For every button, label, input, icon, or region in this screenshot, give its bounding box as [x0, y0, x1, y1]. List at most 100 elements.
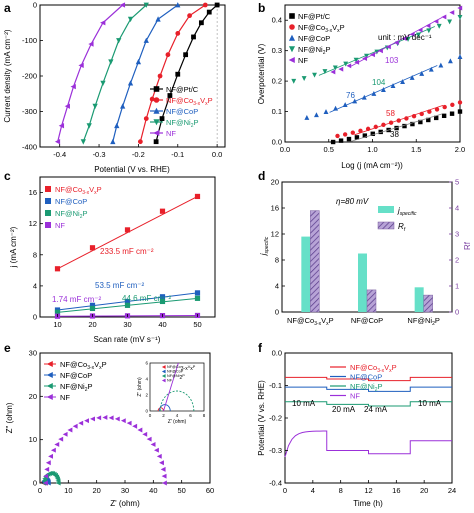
panel-c-capacitance-label: 53.5 mF cm⁻²	[95, 281, 144, 290]
panel-c-x-axis-label: Scan rate (mV s⁻¹)	[94, 335, 161, 344]
panel-b-data-point	[457, 14, 463, 20]
panel-f-y-tick-label: 0.0	[272, 349, 282, 358]
panel-e-legend-label: NF@Ni2P	[60, 382, 93, 393]
panel-a-y-tick-label: -300	[22, 107, 37, 116]
panel-a-data-point	[143, 2, 149, 8]
panel-b-tafel-fit-line	[350, 113, 443, 142]
panel-b-data-point	[346, 63, 352, 69]
panel-d-right-y-tick-label: 5	[455, 178, 459, 187]
panel-c-data-point	[89, 245, 96, 251]
panel-a-data-point	[183, 52, 189, 58]
panel-e-inset-y-tick-label: 0	[145, 409, 148, 414]
panel-e-data-point	[45, 460, 51, 466]
panel-d-y-left-label: jspecific	[259, 236, 270, 256]
panel-f-series-line	[285, 386, 452, 392]
panel-c-x-tick-label: 10	[53, 320, 61, 329]
panel-e-data-point	[114, 416, 120, 422]
panel-a-data-point	[100, 80, 106, 86]
panel-b-data-point	[409, 75, 415, 80]
panel-a-data-point	[165, 52, 171, 58]
panel-label-f: f	[258, 341, 263, 355]
panel-b-x-tick-label: 0.0	[280, 145, 290, 154]
panel-a-data-point	[78, 62, 84, 68]
panel-b-data-point	[313, 112, 319, 118]
panel-b-legend-marker	[289, 13, 295, 19]
panel-f-step-label: 10 mA	[418, 399, 442, 408]
panel-c-data-point	[159, 208, 166, 214]
panel-b-data-point	[304, 114, 310, 120]
panel-f-stability: 0 4 8 12 16 20 24 -0.4 -0.3 -0.2 -0.1 0.0 10 mA 20 m…	[257, 349, 456, 509]
panel-c-legend-marker	[45, 209, 52, 216]
panel-b-data-point	[436, 23, 442, 29]
panel-e-inset-legend-label: NF	[167, 379, 173, 383]
panel-e-inset-x-tick-label: 0	[149, 413, 152, 418]
panel-e-data-point	[108, 415, 114, 421]
panel-b-legend-label: NF@Ni2P	[298, 45, 331, 56]
panel-a-series-line	[112, 4, 179, 142]
panel-a-data-point	[110, 138, 116, 145]
panel-a-data-point	[114, 122, 120, 129]
panel-d-right-y-tick-label: 4	[455, 204, 459, 213]
panel-a-data-point	[175, 2, 181, 8]
panel-b-y-axis-label: Overpotential (V)	[257, 43, 266, 104]
panel-e-data-point	[161, 480, 167, 486]
panel-b-data-point	[449, 111, 455, 116]
panel-label-a: a	[4, 1, 11, 15]
panel-f-x-tick-label: 20	[420, 486, 428, 495]
panel-c-legend-label: NF@Co3-xVxP	[55, 185, 102, 196]
panel-d-y-tick-label: 20	[271, 178, 279, 187]
panel-e-y-axis-label: Z" (ohm)	[5, 402, 14, 433]
panel-c-y-tick-label: 0	[33, 313, 37, 322]
panel-e-x-tick-label: 40	[149, 486, 157, 495]
panel-b-data-point	[330, 139, 336, 145]
panel-e-legend-label: NF@CoP	[60, 371, 92, 380]
panel-d-category-label: NF@Co3-xVxP	[287, 316, 334, 327]
panel-e-data-point	[154, 447, 159, 453]
panel-c-legend-marker	[45, 221, 52, 228]
panel-e-data-point	[120, 418, 126, 424]
panel-c-legend-label: NF	[55, 221, 65, 230]
panel-a-data-point	[187, 13, 192, 19]
panel-b-x-tick-label: 1.5	[411, 145, 421, 154]
panel-b-data-point	[323, 109, 329, 114]
panel-d-bar-j-specific	[358, 253, 367, 312]
panel-c-capacitance-label: 44.6 mF cm⁻²	[122, 294, 171, 303]
panel-a-legend-marker	[153, 86, 160, 92]
panel-f-legend-label: NF@Ni2P	[350, 382, 383, 393]
panel-b-data-point	[312, 72, 317, 78]
panel-e-data-point	[161, 473, 167, 479]
panel-a-series-line	[139, 4, 206, 142]
panel-f-legend-label: NF@Co3-xVxP	[350, 363, 397, 374]
panel-a-y-axis-label: Current density (mA cm⁻²)	[3, 29, 12, 122]
panel-f-x-tick-label: 0	[283, 486, 287, 495]
panel-d-bar-rf	[423, 294, 433, 313]
panel-e-data-point	[58, 436, 64, 442]
panel-b-legend-label: NF@Co3-xVxP	[298, 23, 345, 34]
panel-c-data-point	[194, 290, 201, 296]
panel-e-data-point	[84, 418, 89, 424]
panel-b-tafel-fit-line	[354, 105, 444, 136]
panel-a-data-point	[92, 103, 98, 110]
panel-e-y-tick-label: 10	[29, 435, 37, 444]
panel-c-y-tick-label: 12	[29, 219, 37, 228]
panel-c-data-point	[54, 266, 61, 272]
panel-c-data-point	[159, 298, 166, 305]
panel-b-data-point	[449, 10, 455, 15]
panel-f-x-tick-label: 16	[392, 486, 400, 495]
panel-b-data-point	[322, 69, 328, 75]
panel-e-legend-marker	[46, 393, 53, 401]
panel-a-legend-marker	[153, 107, 160, 114]
panel-b-data-point	[291, 78, 297, 84]
panel-d-bar-j-specific	[414, 287, 424, 312]
panel-e-legend-marker	[46, 382, 53, 390]
panel-a-data-point	[206, 9, 212, 15]
panel-d-right-y-tick-label: 2	[455, 256, 459, 265]
panel-b-y-tick-label: 0.4	[272, 16, 282, 25]
panel-b-data-point	[434, 115, 439, 121]
panel-a-data-point	[191, 34, 196, 40]
panel-a-data-point	[88, 41, 94, 47]
panel-b-data-point	[342, 132, 348, 137]
